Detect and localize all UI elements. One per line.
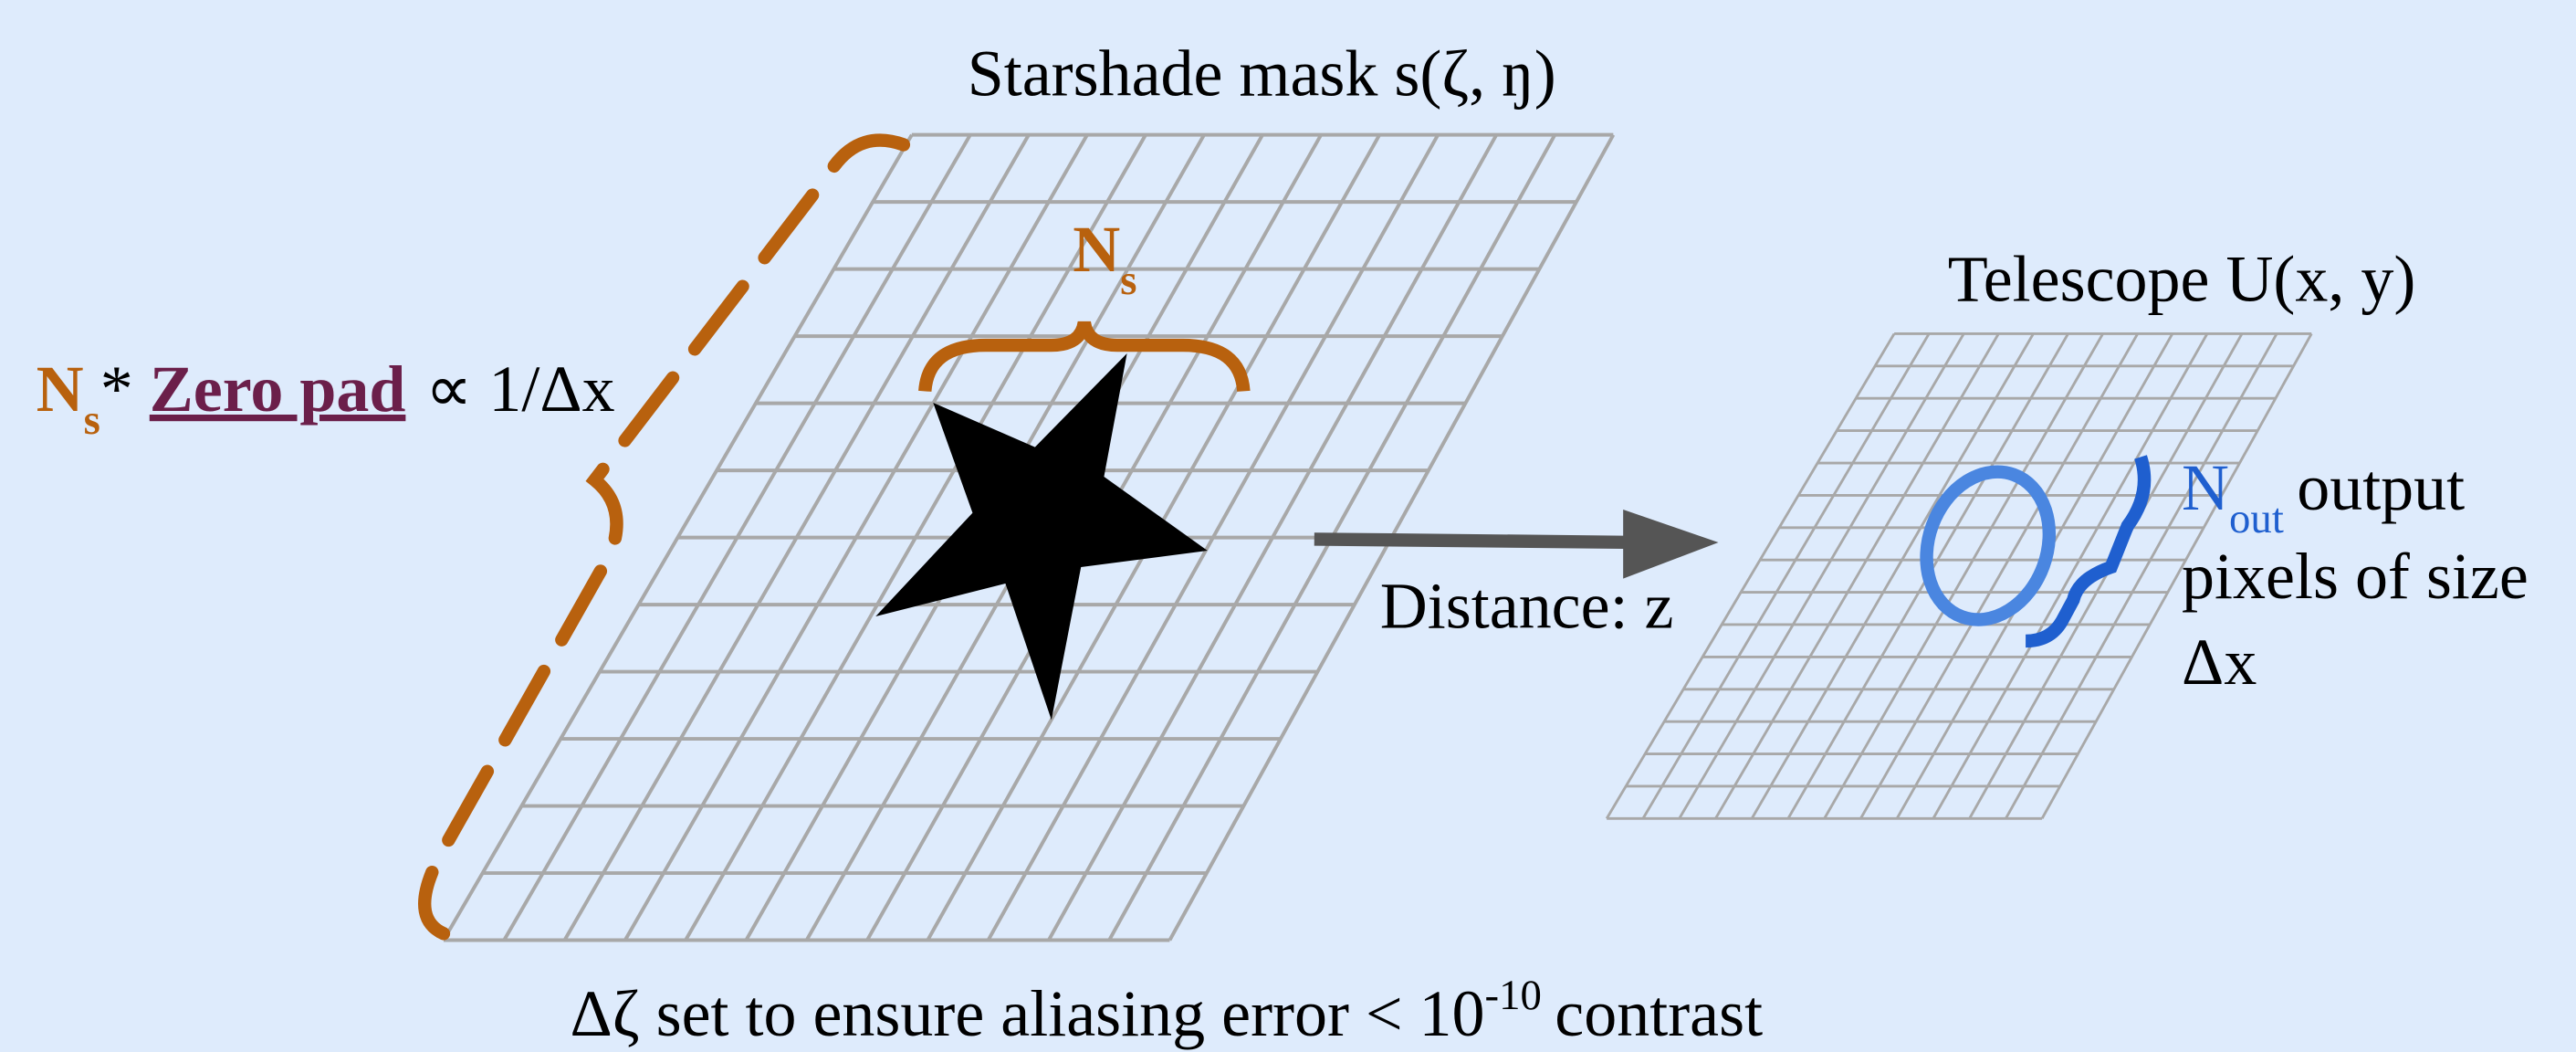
mask-title: Starshade mask s(ζ, ŋ) <box>968 37 1556 110</box>
zp-sub: s <box>84 396 100 444</box>
zp-star: * <box>100 352 133 426</box>
zp-n: N <box>37 352 84 426</box>
grid-line <box>1933 333 2207 818</box>
ns-sub: s <box>1120 257 1136 304</box>
out-line1: output <box>2297 451 2465 524</box>
out-n: N <box>2182 451 2229 524</box>
telescope-title: Telescope U(x, y) <box>1948 242 2416 315</box>
diagram: Starshade mask s(ζ, ŋ) Telescope U(x, y)… <box>0 0 2576 1052</box>
caption-before: Δζ set to ensure aliasing error < 10 <box>571 977 1485 1050</box>
out-sub: out <box>2229 495 2284 542</box>
grid-line <box>1715 333 1998 818</box>
page: {"mask_title": "Starshade mask s(ζ, ŋ)",… <box>0 0 2576 1052</box>
zp-link[interactable]: Zero pad <box>150 352 406 426</box>
distance-label: Distance: z <box>1380 570 1674 643</box>
zp-rest: ∝ 1/Δx <box>425 352 615 426</box>
ns-label: Ns <box>1073 213 1136 304</box>
output-label: Nout output <box>2182 451 2465 542</box>
output-line2: pixels of size <box>2182 540 2529 613</box>
arrow-shaft <box>1314 539 1643 542</box>
caption-sup: -10 <box>1485 972 1542 1019</box>
output-line3: Δx <box>2182 626 2257 699</box>
grid-line <box>1752 333 2033 818</box>
arrow-head <box>1623 510 1718 579</box>
ns-main: N <box>1073 213 1120 286</box>
caption: Δζ set to ensure aliasing error < 10-10 c… <box>571 972 1764 1050</box>
grid-line <box>1643 333 1929 818</box>
caption-after: contrast <box>1555 977 1763 1050</box>
output-ellipse <box>1906 455 2068 637</box>
grid-line <box>1825 333 2103 818</box>
grid-line <box>1680 333 1964 818</box>
zero-pad-label: Ns*Zero pad ∝ 1/Δx <box>37 352 615 444</box>
